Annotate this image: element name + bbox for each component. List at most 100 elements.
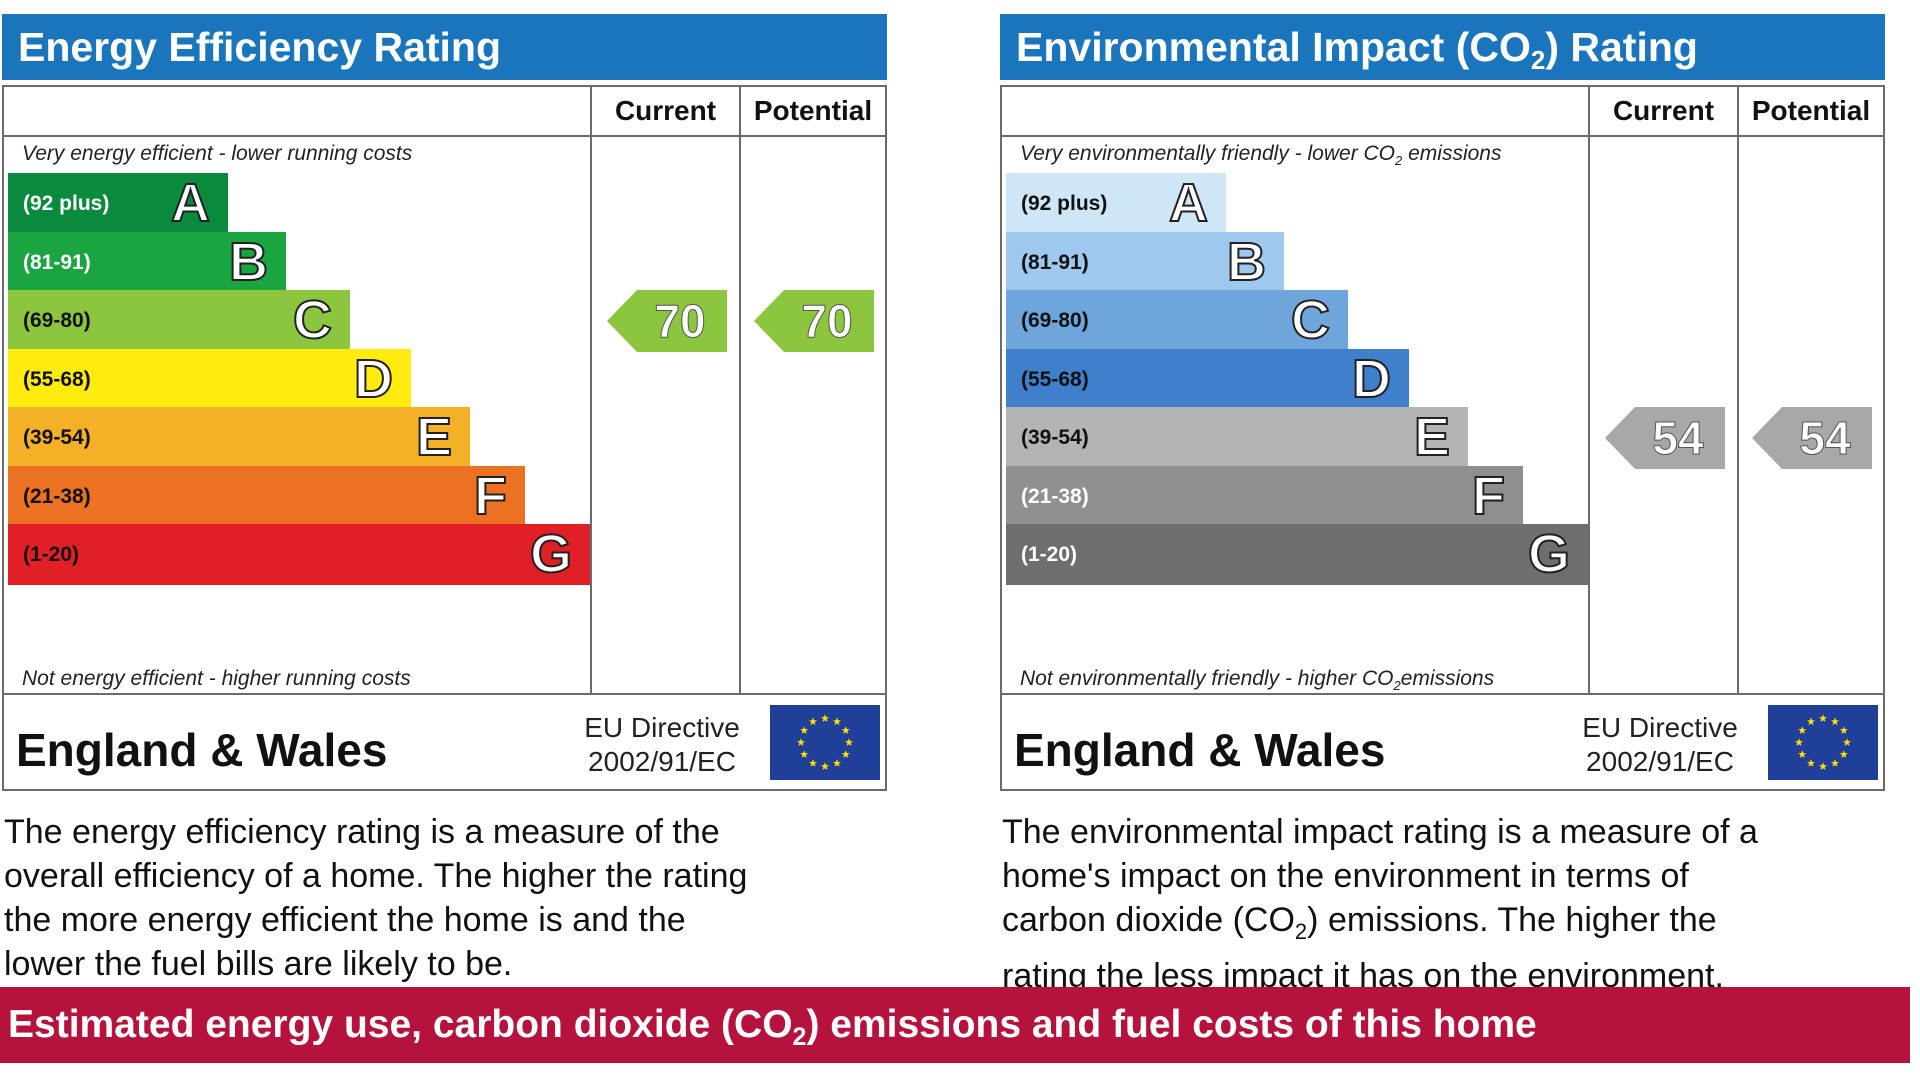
desc-line: home's impact on the environment in term… [1002,857,1689,895]
band-range: (55-68) [23,367,91,391]
directive-line-2: 2002/91/EC [588,746,736,777]
eu-star [1819,762,1827,770]
band-range: (69-80) [1021,309,1089,332]
current-rating-arrow: 70 [607,290,727,352]
rating-value: 54 [1652,412,1704,465]
top-note: Very environmentally friendly - lower CO… [1020,142,1502,169]
eu-star [1798,726,1807,734]
header-divider [4,135,885,137]
header-divider [1002,135,1883,137]
band-letter: F [473,465,508,527]
eu-star [800,750,809,758]
eu-star [1839,726,1848,734]
rating-arrow-icon [1605,407,1725,469]
rating-arrow-icon [607,290,727,352]
band-letter: E [415,406,453,468]
band-letter: D [353,348,394,410]
column-potential: Potential [1751,95,1871,126]
band-e: (39-54) E [1006,406,1468,468]
top-note: Very energy efficient - lower running co… [22,142,413,165]
eu-star [809,759,817,767]
eu-star [1831,717,1839,726]
current-rating-arrow: 54 [1605,407,1725,469]
band-range: (81-91) [1021,250,1089,274]
desc-line: The energy efficiency rating is a measur… [4,813,720,851]
band-c: (69-80) C [1006,289,1348,351]
band-range: (92 plus) [1021,192,1108,215]
eu-star [1798,750,1807,758]
eu-star [821,714,829,722]
band-letter: B [1226,231,1267,293]
region-label: England & Wales [16,724,388,776]
energy-panel-title: Energy Efficiency Rating [2,14,887,80]
eu-star [1807,717,1815,726]
desc-line: the more energy efficient the home is an… [4,901,686,939]
band-letter: G [1527,523,1571,585]
column-current: Current [1612,95,1715,126]
eu-star [1819,714,1827,722]
desc-line: lower the fuel bills are likely to be. [4,945,513,983]
band-range: (55-68) [1021,367,1089,391]
eu-star [800,726,809,734]
column-potential: Potential [753,95,873,126]
column-current: Current [614,95,717,126]
desc-line: carbon dioxide (CO2) emissions. The high… [1002,901,1717,944]
band-range: (1-20) [1021,543,1078,566]
directive-line-1: EU Directive [1582,712,1738,743]
band-d: (55-68) D [8,348,411,410]
band-e: (39-54) E [8,406,470,468]
band-f: (21-38) F [8,465,525,527]
band-a: (92 plus) A [8,172,228,234]
energy-efficiency-panel: Energy Efficiency Rating Current Potenti… [2,14,887,983]
bottom-note: Not environmentally friendly - higher CO… [1020,667,1495,694]
rating-arrow-icon [1752,407,1872,469]
footer-divider [1002,693,1883,695]
column-divider [1737,87,1739,695]
band-letter: C [1290,289,1331,351]
band-range: (69-80) [23,309,91,332]
eu-star [809,717,817,726]
band-f: (21-38) F [1006,465,1523,527]
band-letter: G [529,523,573,585]
directive-line-1: EU Directive [584,712,740,743]
band-letter: D [1351,348,1392,410]
env-panel-title: Environmental Impact (CO2) Rating [1000,14,1885,80]
footer-divider [4,693,885,695]
band-range: (21-38) [1021,484,1089,508]
eu-flag-icon [770,705,880,780]
rating-arrow-icon [754,290,874,352]
desc-line: overall efficiency of a home. The higher… [4,857,748,895]
directive-line-2: 2002/91/EC [1586,746,1734,777]
band-letter: F [1471,465,1506,527]
band-letter: B [228,231,269,293]
energy-description: The energy efficiency rating is a measur… [4,810,747,986]
band-g: (1-20) G [1006,523,1588,585]
env-description: The environmental impact rating is a mea… [1002,810,1758,998]
column-divider [1588,87,1590,695]
band-c: (69-80) C [8,289,350,351]
band-letter: A [170,172,211,234]
bottom-note: Not energy efficient - higher running co… [22,667,411,690]
band-a: (92 plus) A [1006,172,1226,234]
eu-star [1831,759,1839,767]
potential-rating-arrow: 54 [1752,407,1872,469]
rating-value: 70 [801,295,853,348]
eu-star [833,717,841,726]
eu-directive: EU Directive 2002/91/EC [1580,711,1740,779]
band-range: (92 plus) [23,192,110,215]
band-b: (81-91) B [1006,231,1284,293]
eu-star [1839,750,1848,758]
band-range: (21-38) [23,484,91,508]
band-range: (39-54) [23,426,91,449]
band-letter: A [1168,172,1209,234]
energy-rating-box: Current Potential Very energy efficient … [2,85,887,791]
eu-flag-icon [1768,705,1878,780]
env-rating-box: Current Potential Very environmentally f… [1000,85,1885,791]
band-letter: C [292,289,333,351]
rating-value: 54 [1799,412,1851,465]
eu-star [1843,738,1851,746]
band-letter: E [1413,406,1451,468]
estimated-usage-banner: Estimated energy use, carbon dioxide (CO… [0,987,1910,1063]
band-b: (81-91) B [8,231,286,293]
band-d: (55-68) D [1006,348,1409,410]
